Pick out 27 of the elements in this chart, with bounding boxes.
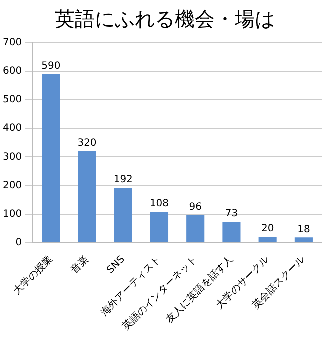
data-label: 20 <box>261 224 274 235</box>
bar <box>258 237 277 242</box>
x-tick-label: 大学の授業 <box>11 254 56 298</box>
data-label: 108 <box>150 198 170 210</box>
y-tick-label: 0 <box>16 237 22 248</box>
data-label: 96 <box>189 202 202 213</box>
bar <box>294 238 313 242</box>
y-tick-label: 300 <box>2 152 22 163</box>
data-label: 18 <box>298 224 310 236</box>
y-tick-label: 400 <box>2 123 22 134</box>
chart-title: 英語にふれる機会・場は <box>54 6 276 33</box>
data-label: 192 <box>114 174 133 186</box>
x-tick-label: 音楽 <box>68 254 92 276</box>
data-label: 73 <box>225 208 238 220</box>
bar <box>150 212 169 242</box>
bar <box>42 74 60 242</box>
data-label: 590 <box>42 60 61 72</box>
bar <box>186 215 205 242</box>
y-tick-label: 200 <box>2 180 22 192</box>
y-tick-label: 500 <box>2 94 22 106</box>
y-tick-label: 100 <box>2 208 22 220</box>
y-tick-label: 700 <box>2 38 22 49</box>
bar <box>222 222 241 242</box>
y-tick-label: 600 <box>2 66 22 78</box>
bar <box>78 151 96 242</box>
bar <box>114 188 132 242</box>
data-label: 320 <box>78 138 97 150</box>
